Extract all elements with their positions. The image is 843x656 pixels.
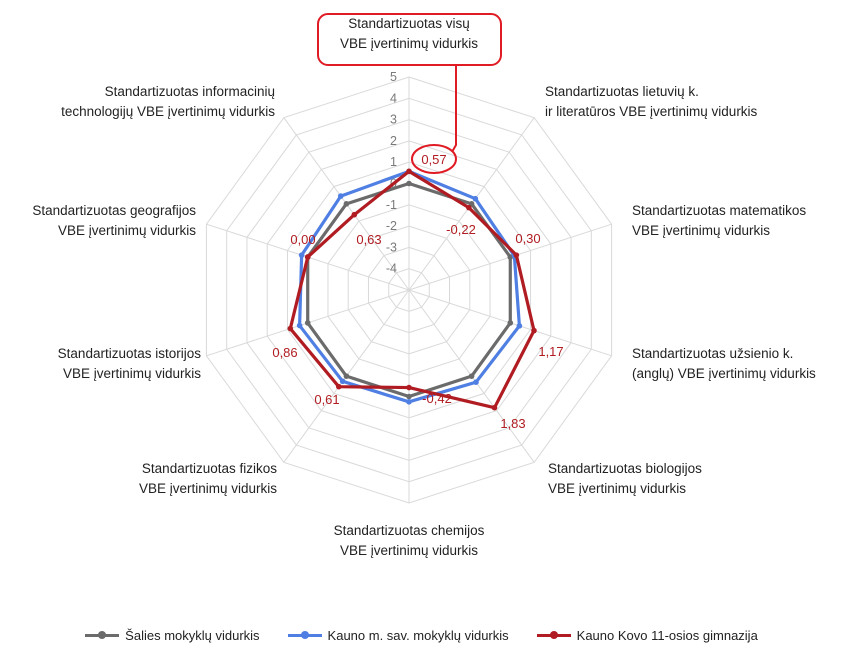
series-marker: [287, 325, 294, 332]
data-label: 0,00: [290, 232, 315, 247]
radial-tick-label: -2: [386, 219, 397, 233]
highlight-circle: [411, 144, 457, 174]
data-label: 0,30: [515, 231, 540, 246]
legend-label: Kauno Kovo 11-osios gimnazija: [576, 627, 758, 643]
axis-label: Standartizuotas visų: [348, 16, 470, 31]
series-marker: [406, 180, 412, 187]
series-marker: [473, 379, 479, 385]
series-marker: [337, 193, 344, 199]
radial-tick-label: -1: [386, 198, 397, 212]
data-label: 1,83: [500, 416, 525, 431]
radial-tick-label: 3: [390, 113, 397, 127]
series-line: [298, 169, 522, 404]
data-label: 0,63: [356, 232, 381, 247]
series-marker: [468, 373, 475, 379]
legend-swatch: [85, 630, 120, 640]
legend-item: Kauno m. sav. mokyklų vidurkis: [287, 627, 509, 643]
radial-tick-label: 2: [390, 134, 397, 148]
axis-label: (anglų) VBE įvertinimų vidurkis: [632, 366, 816, 381]
series-marker: [466, 204, 472, 211]
axis-label: Standartizuotas istorijos: [58, 346, 202, 361]
legend-swatch: [287, 630, 322, 640]
axis-label: ir literatūros VBE įvertinimų vidurkis: [545, 104, 758, 119]
radial-tick-label: 1: [390, 155, 397, 169]
highlight-connector: [451, 65, 457, 153]
axis-label: VBE įvertinimų vidurkis: [63, 366, 201, 381]
series-marker: [351, 211, 358, 218]
series-marker: [507, 320, 514, 326]
series-line: [288, 169, 536, 410]
axis-label: Standartizuotas biologijos: [548, 461, 702, 476]
axis-label: Standartizuotas chemijos: [334, 523, 485, 538]
legend-swatch: [536, 630, 571, 640]
axis-label: VBE įvertinimų vidurkis: [340, 36, 478, 51]
radial-tick-label: 4: [390, 91, 397, 105]
data-label: 0,86: [272, 345, 297, 360]
highlight-box: [317, 13, 502, 66]
axis-label: Standartizuotas matematikos: [632, 203, 806, 218]
data-label: -0,22: [446, 222, 476, 237]
data-label: -0,42: [422, 391, 452, 406]
series-marker: [491, 404, 498, 411]
series-marker: [531, 327, 537, 334]
axis-label: VBE įvertinimų vidurkis: [340, 543, 478, 558]
data-label: 0,61: [314, 392, 339, 407]
radial-tick-label: -4: [386, 262, 397, 276]
axis-label: VBE įvertinimų vidurkis: [632, 223, 770, 238]
axis-label: VBE įvertinimų vidurkis: [58, 223, 196, 238]
axis-label: Standartizuotas fizikos: [142, 461, 277, 476]
series-marker: [296, 322, 303, 329]
series-marker: [472, 195, 479, 202]
legend-label: Kauno m. sav. mokyklų vidurkis: [327, 627, 509, 643]
series-marker: [343, 373, 350, 379]
legend-label: Šalies mokyklų vidurkis: [125, 627, 260, 643]
series-marker: [343, 201, 350, 207]
chart-legend: Šalies mokyklų vidurkis Kauno m. sav. mok…: [0, 622, 843, 648]
axis-label: VBE įvertinimų vidurkis: [139, 481, 277, 496]
radial-tick-label: 5: [390, 70, 397, 84]
radial-tick-label: -3: [386, 240, 397, 254]
data-label: 0,57: [421, 152, 446, 167]
legend-item: Šalies mokyklų vidurkis: [85, 627, 260, 643]
data-label: 1,17: [538, 344, 563, 359]
series-marker: [406, 384, 412, 391]
series-marker: [339, 378, 346, 385]
series-marker: [304, 320, 311, 326]
series-marker: [335, 383, 342, 390]
series-marker: [406, 168, 412, 175]
legend-item: Kauno Kovo 11-osios gimnazija: [536, 627, 758, 643]
series-marker: [516, 323, 523, 329]
series-marker: [298, 252, 305, 258]
series-marker: [406, 399, 412, 405]
axis-label: Standartizuotas lietuvių k.: [545, 84, 699, 99]
series-marker: [513, 252, 520, 258]
axis-label: VBE įvertinimų vidurkis: [548, 481, 686, 496]
series-marker: [406, 393, 412, 400]
axis-label: Standartizuotas užsienio k.: [632, 346, 793, 361]
axis-label: Standartizuotas geografijos: [32, 203, 196, 218]
axis-label: Standartizuotas informacinių: [105, 84, 275, 99]
axis-label: technologijų VBE įvertinimų vidurkis: [61, 104, 275, 119]
series-marker: [304, 254, 311, 260]
